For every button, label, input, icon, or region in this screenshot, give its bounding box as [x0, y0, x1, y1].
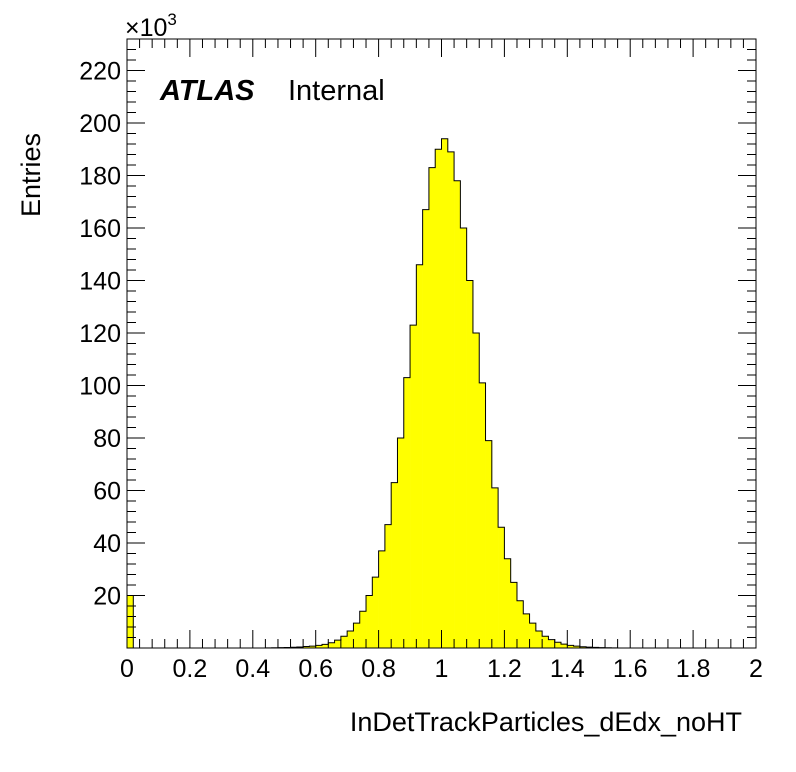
histogram-bin [472, 333, 480, 648]
histogram-bin [422, 209, 430, 648]
x-tick-label: 2 [749, 655, 763, 683]
histogram-bin [510, 582, 518, 648]
histogram-bin [491, 487, 499, 648]
histogram-bin [366, 595, 373, 648]
x-tick-label: 0.8 [361, 655, 396, 683]
histogram-bin [372, 577, 379, 648]
histogram-bin [573, 646, 581, 648]
y-axis-title: Entries [16, 133, 46, 217]
y-axis-multiplier-base: ×10 [125, 14, 167, 42]
histogram-bin [460, 228, 467, 648]
y-axis-multiplier-exponent: 3 [167, 10, 176, 29]
histogram-bin [127, 595, 134, 648]
histogram-bin [479, 382, 486, 648]
histogram-bin [416, 264, 423, 648]
histogram-bin [340, 636, 348, 648]
histogram-bin [548, 639, 556, 648]
histogram-bin [378, 550, 386, 648]
y-tick-label: 20 [93, 583, 121, 611]
histogram-bin [403, 377, 411, 648]
x-tick-label: 1.2 [487, 655, 522, 683]
histogram-bin [384, 524, 392, 648]
histogram-bin [567, 645, 574, 648]
y-tick-label: 100 [79, 373, 121, 401]
y-tick-labels: 20 40 60 80 100 120 140 160 180 200 220 [79, 58, 121, 611]
histogram-bin [328, 642, 335, 648]
histogram-bin [529, 623, 537, 648]
x-tick-label: 1.8 [676, 655, 711, 683]
histogram-bin [561, 644, 568, 648]
histogram-bin [334, 640, 342, 648]
x-tick-label: 1 [435, 655, 449, 683]
histogram-bin [516, 600, 524, 648]
x-tick-label: 0.4 [235, 655, 270, 683]
y-tick-label: 160 [79, 215, 121, 243]
x-tick-label: 1.4 [550, 655, 585, 683]
histogram-bin [579, 646, 587, 648]
histogram-bin [353, 623, 361, 648]
histogram-bin [447, 151, 455, 648]
x-tick-label: 0.6 [298, 655, 333, 683]
histogram-bin [397, 438, 405, 648]
histogram-bin [554, 642, 562, 648]
axis-ticks [126, 38, 757, 649]
histogram-bin [347, 630, 354, 648]
y-tick-label: 140 [79, 268, 121, 296]
histogram-bin [428, 167, 436, 648]
x-tick-labels: 0 0.2 0.4 0.6 0.8 1 1.2 1.4 1.6 1.8 2 [120, 655, 763, 683]
histogram-bin [523, 613, 530, 648]
histogram-bin [321, 644, 329, 648]
y-tick-label: 60 [93, 478, 121, 506]
atlas-label: ATLAS [159, 75, 255, 107]
histogram-bin [504, 558, 511, 648]
histogram-bin [391, 482, 398, 648]
histogram-bin [535, 630, 543, 648]
histogram-bin [309, 646, 316, 648]
histogram-bin [410, 325, 417, 648]
y-axis-multiplier: ×103 [125, 10, 177, 42]
y-tick-label: 80 [93, 425, 121, 453]
y-tick-label: 200 [79, 110, 121, 138]
histogram-bin [466, 280, 474, 648]
histogram-bin [315, 645, 323, 648]
histogram-bin [303, 646, 310, 648]
y-tick-label: 120 [79, 320, 121, 348]
y-tick-label: 220 [79, 58, 121, 86]
histogram-bin [498, 527, 505, 648]
y-tick-label: 180 [79, 163, 121, 191]
histogram-bin [441, 138, 449, 648]
histogram-bin [296, 646, 304, 648]
x-tick-label: 0.2 [173, 655, 208, 683]
y-tick-label: 40 [93, 530, 121, 558]
internal-label: Internal [288, 75, 385, 107]
histogram-bars [127, 138, 618, 648]
x-tick-label: 0 [120, 655, 134, 683]
histogram-bin [542, 636, 549, 648]
histogram-bin [359, 611, 367, 648]
histogram-bin [454, 180, 461, 648]
x-axis-title: InDetTrackParticles_dEdx_noHT [350, 707, 742, 737]
histogram-bin [435, 149, 442, 648]
histogram-bin [485, 440, 493, 648]
x-tick-label: 1.6 [613, 655, 648, 683]
